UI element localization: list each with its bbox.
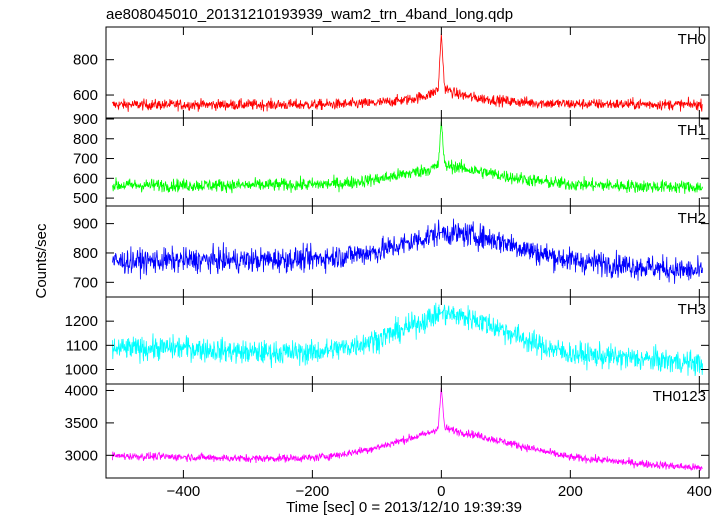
series-line-th0123 [112,387,703,472]
x-axis-label: Time [sec] 0 = 2013/12/10 19:39:39 [286,499,522,516]
x-tick-label: −400 [166,483,200,500]
y-tick-label: 800 [73,131,98,148]
y-tick-label: 500 [73,190,98,207]
y-tick-label: 700 [73,151,98,168]
panel-th1: 500 600 700 800 900 TH1 [73,111,710,207]
panel-th2: 700 800 900 TH2 [73,205,710,298]
y-tick-label: 600 [73,87,98,104]
x-tick-label: 200 [558,483,583,500]
y-tick-label: 1200 [65,313,98,330]
y-tick-label: 700 [73,274,98,291]
chart-panels: 600 800 TH0 500 600 700 800 900 TH1 700 800 900 TH2 1… [65,26,712,500]
series-line-th1 [112,121,703,194]
panel-th0: 600 800 TH0 [73,26,710,119]
y-tick-label: 900 [73,111,98,128]
panel-label: TH2 [678,210,706,227]
panel-label: TH0 [678,31,706,48]
panel-label: TH3 [678,301,706,318]
y-tick-label: 3000 [65,447,98,464]
y-tick-label: 600 [73,170,98,187]
panel-frame [105,296,710,385]
panel-label: TH0123 [653,388,706,405]
y-tick-label: 900 [73,216,98,233]
y-axis-label: Counts/sec [33,223,50,299]
panel-frame [105,383,710,479]
y-tick-label: 800 [73,245,98,262]
series-line-th2 [112,218,703,284]
x-tick-label: −200 [295,483,329,500]
y-tick-label: 1000 [65,362,98,379]
series-line-th0 [112,33,703,112]
y-tick-label: 4000 [65,382,98,399]
chart-title: ae808045010_20131210193939_wam2_trn_4ban… [106,6,513,23]
panel-th3: 1000 1100 1200 TH3 [65,296,710,385]
panel-th0123: 3000 3500 4000 TH0123 [65,382,710,479]
y-tick-label: 3500 [65,415,98,432]
y-tick-label: 1100 [66,337,98,354]
y-tick-label: 800 [73,52,98,69]
x-tick-label: 0 [437,483,445,500]
panel-frame [105,117,710,207]
panel-label: TH1 [678,122,706,139]
x-tick-label: 400 [687,483,712,500]
series-line-th3 [112,302,703,377]
